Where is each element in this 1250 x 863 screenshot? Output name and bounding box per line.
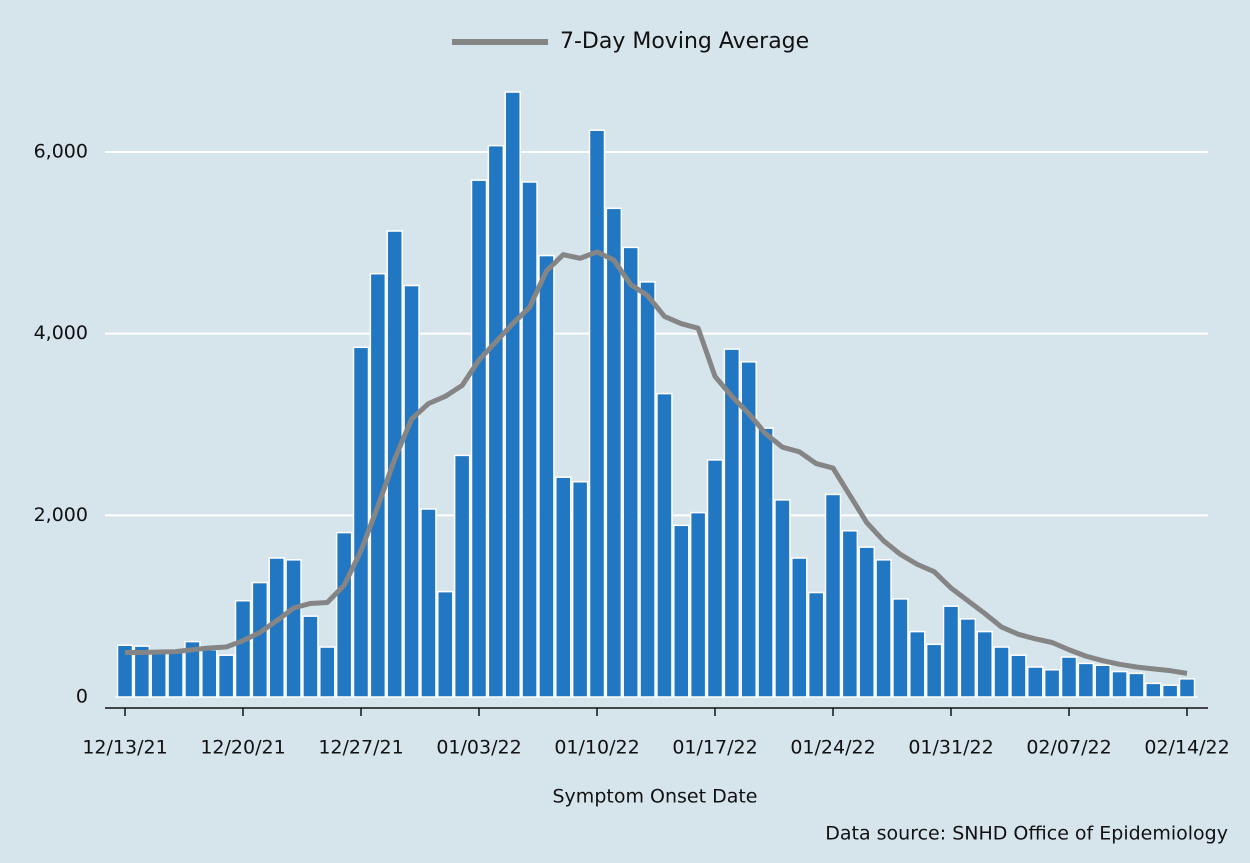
x-tick-label: 01/10/22 xyxy=(554,737,639,759)
x-tick-label: 12/27/21 xyxy=(318,737,403,759)
x-tick-label: 02/07/22 xyxy=(1026,737,1111,759)
bar xyxy=(925,643,943,698)
y-tick-label: 0 xyxy=(76,686,88,708)
bar xyxy=(706,459,724,698)
bar xyxy=(1094,664,1111,698)
bar xyxy=(824,493,842,698)
source-note: Data source: SNHD Office of Epidemiology xyxy=(825,823,1228,845)
bar xyxy=(504,91,521,698)
bar xyxy=(1010,654,1027,698)
bar xyxy=(234,599,252,698)
bar xyxy=(1178,678,1196,698)
bar xyxy=(555,476,572,698)
bar xyxy=(217,654,235,698)
bar xyxy=(774,499,791,698)
bar xyxy=(622,246,639,698)
x-tick-label: 01/24/22 xyxy=(790,737,875,759)
bar xyxy=(841,530,859,698)
bar xyxy=(993,646,1010,698)
bar xyxy=(437,590,454,698)
bar xyxy=(909,630,926,698)
y-tick-label: 2,000 xyxy=(34,504,88,526)
y-tick-label: 6,000 xyxy=(34,141,88,163)
bar xyxy=(403,284,420,698)
bar xyxy=(335,531,353,698)
bar xyxy=(470,179,488,698)
bar xyxy=(673,524,690,698)
bar xyxy=(588,129,606,698)
bar xyxy=(1060,656,1078,698)
bar xyxy=(1077,662,1095,698)
bar xyxy=(167,649,184,698)
bar xyxy=(453,454,471,698)
bar xyxy=(959,618,977,698)
bar xyxy=(302,615,319,698)
bar xyxy=(976,630,993,698)
bar xyxy=(571,480,589,698)
bar xyxy=(487,144,505,698)
bar xyxy=(1128,672,1145,698)
legend-label: 7-Day Moving Average xyxy=(560,29,809,54)
y-tick-label: 4,000 xyxy=(34,322,88,344)
bar xyxy=(538,254,555,698)
bar xyxy=(319,646,336,698)
bar xyxy=(791,557,808,698)
bar xyxy=(1111,670,1128,698)
bar xyxy=(251,581,269,698)
bar xyxy=(639,281,656,698)
x-axis-label: Symptom Onset Date xyxy=(553,786,758,808)
x-tick-label: 01/17/22 xyxy=(672,737,757,759)
x-tick-label: 01/03/22 xyxy=(436,737,521,759)
bar xyxy=(1161,684,1179,698)
bar xyxy=(807,591,825,698)
bar xyxy=(352,346,370,698)
bar xyxy=(892,598,909,698)
x-tick-label: 02/14/22 xyxy=(1144,737,1229,759)
bar xyxy=(875,559,892,698)
bar xyxy=(689,511,707,698)
bar xyxy=(201,649,218,698)
bar xyxy=(605,207,623,698)
bar xyxy=(942,605,960,698)
x-tick-label: 12/20/21 xyxy=(200,737,285,759)
moving-average-line xyxy=(125,249,1188,676)
bar xyxy=(1027,666,1044,698)
bar xyxy=(521,181,538,698)
x-tick-label: 12/13/21 xyxy=(82,737,167,759)
x-tick-label: 01/31/22 xyxy=(908,737,993,759)
bar xyxy=(1145,682,1162,698)
bar xyxy=(150,649,167,698)
bar xyxy=(1043,669,1061,698)
bar xyxy=(858,546,875,698)
bar xyxy=(420,508,437,698)
bar xyxy=(656,392,673,698)
bar xyxy=(757,427,774,698)
bar xyxy=(285,559,302,698)
bar xyxy=(268,557,285,698)
